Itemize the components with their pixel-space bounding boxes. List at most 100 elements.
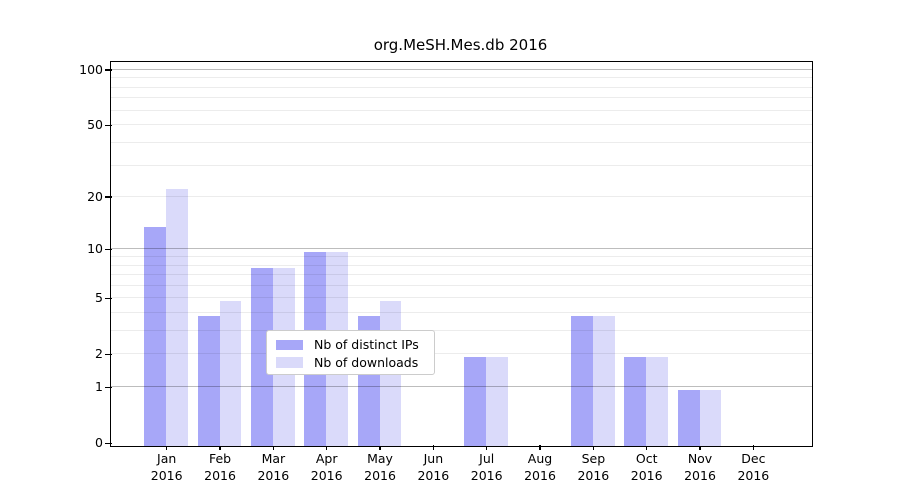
gridline-minor-9 xyxy=(111,256,813,258)
x-month: Apr xyxy=(315,451,338,466)
x-year: 2016 xyxy=(684,468,716,483)
x-axis-tick-label-jan: Jan 2016 xyxy=(137,450,197,484)
x-year: 2016 xyxy=(257,468,290,483)
x-month: Dec xyxy=(741,451,766,466)
bar-jan-downloads xyxy=(166,188,188,446)
legend-label-downloads: Nb of downloads xyxy=(314,354,419,370)
y-axis-tick-label-100: 100 xyxy=(79,61,103,77)
x-axis-tick-label-jun: Jun 2016 xyxy=(403,450,463,484)
x-axis-tick-dec xyxy=(752,444,754,450)
gridline-minor-80 xyxy=(111,86,813,88)
y-axis-tick-label-1: 1 xyxy=(95,379,103,395)
bar-nov-distinct-ips xyxy=(677,389,700,446)
x-year: 2016 xyxy=(630,468,663,483)
gridline-minor-20 xyxy=(111,196,813,198)
x-axis-tick-aug xyxy=(539,444,541,450)
bar-feb-distinct-ips xyxy=(197,315,220,446)
y-axis-tick-label-0: 0 xyxy=(95,435,103,451)
gridline-minor-2 xyxy=(111,353,813,355)
x-month: Jul xyxy=(479,451,495,466)
x-axis-tick-oct xyxy=(646,444,648,450)
bar-feb-downloads xyxy=(219,300,242,446)
x-year: 2016 xyxy=(417,468,450,483)
x-axis-tick-may xyxy=(379,444,381,450)
legend-item-distinct-ips: Nb of distinct IPs xyxy=(276,336,425,354)
x-month: Aug xyxy=(527,451,553,466)
x-axis-tick-mar xyxy=(272,444,274,450)
gridline-minor-50 xyxy=(111,124,813,126)
plot-area xyxy=(110,61,814,447)
y-axis-tick-label-5: 5 xyxy=(95,290,103,306)
gridline-minor-7 xyxy=(111,274,813,276)
x-axis-tick-label-may: May 2016 xyxy=(350,450,410,484)
x-month: Oct xyxy=(635,451,658,466)
y-axis-tick-label-2: 2 xyxy=(95,346,103,362)
gridline-minor-5 xyxy=(111,297,813,299)
gridline-minor-4 xyxy=(111,312,813,314)
x-year: 2016 xyxy=(150,468,183,483)
x-year: 2016 xyxy=(310,468,343,483)
x-axis-tick-label-dec: Dec 2016 xyxy=(723,450,783,484)
gridline-major-1 xyxy=(111,386,813,388)
x-month: Jun xyxy=(423,451,444,466)
y-axis-tick-0 xyxy=(104,442,112,444)
x-year: 2016 xyxy=(204,468,236,483)
x-axis-tick-jul xyxy=(486,444,488,450)
legend-swatch-distinct-ips xyxy=(276,339,303,350)
legend: Nb of distinct IPs Nb of downloads xyxy=(266,330,435,375)
gridline-minor-3 xyxy=(111,330,813,332)
x-month: Mar xyxy=(261,451,286,466)
x-axis-tick-label-apr: Apr 2016 xyxy=(297,450,357,484)
bar-oct-downloads xyxy=(646,356,668,446)
x-year: 2016 xyxy=(737,468,770,483)
x-month: May xyxy=(367,451,393,466)
legend-label-distinct-ips: Nb of distinct IPs xyxy=(314,337,419,353)
gridline-minor-60 xyxy=(111,109,813,111)
chart-title: org.MeSH.Mes.db 2016 xyxy=(373,36,548,54)
y-axis-tick-2 xyxy=(104,353,112,356)
y-axis-tick-label-50: 50 xyxy=(87,117,103,133)
x-axis-tick-nov xyxy=(699,444,701,450)
y-axis-tick-50 xyxy=(104,124,112,126)
x-axis-tick-jan xyxy=(166,444,168,450)
y-axis-tick-10 xyxy=(104,248,112,251)
x-axis-tick-label-nov: Nov 2016 xyxy=(670,450,730,484)
y-axis-tick-label-20: 20 xyxy=(87,189,103,205)
y-axis-tick-100 xyxy=(104,69,112,71)
bar-jul-downloads xyxy=(486,356,508,446)
y-axis-tick-5 xyxy=(104,297,112,300)
legend-swatch-downloads xyxy=(276,357,303,368)
x-axis-tick-sep xyxy=(592,444,594,450)
x-year: 2016 xyxy=(524,468,556,483)
x-year: 2016 xyxy=(470,468,503,483)
x-axis-tick-jun xyxy=(432,444,434,450)
bar-sep-distinct-ips xyxy=(571,315,593,446)
x-month: Sep xyxy=(581,451,606,466)
gridline-major-100 xyxy=(111,68,813,70)
y-axis-tick-label-10: 10 xyxy=(87,241,103,257)
y-axis-tick-1 xyxy=(104,386,112,388)
gridline-minor-70 xyxy=(111,97,813,99)
x-year: 2016 xyxy=(577,468,610,483)
bar-nov-downloads xyxy=(699,389,722,446)
bar-oct-distinct-ips xyxy=(624,356,647,446)
legend-item-downloads: Nb of downloads xyxy=(276,354,425,372)
x-axis-tick-label-mar: Mar 2016 xyxy=(243,450,303,484)
gridline-minor-90 xyxy=(111,77,813,79)
x-axis-tick-apr xyxy=(326,444,328,450)
x-axis-tick-label-jul: Jul 2016 xyxy=(457,450,517,484)
gridline-minor-6 xyxy=(111,284,813,286)
x-axis-tick-label-oct: Oct 2016 xyxy=(617,450,677,484)
x-axis-tick-label-sep: Sep 2016 xyxy=(563,450,623,484)
bar-sep-downloads xyxy=(592,315,615,446)
x-axis-tick-label-aug: Aug 2016 xyxy=(510,450,570,484)
x-month: Nov xyxy=(687,451,713,466)
bar-mar-distinct-ips xyxy=(251,268,273,446)
x-month: Feb xyxy=(208,451,232,466)
gridline-minor-30 xyxy=(111,164,813,166)
x-axis-tick-label-feb: Feb 2016 xyxy=(190,450,250,484)
gridline-minor-40 xyxy=(111,141,813,143)
bar-jan-distinct-ips xyxy=(144,226,167,446)
x-year: 2016 xyxy=(364,468,396,483)
